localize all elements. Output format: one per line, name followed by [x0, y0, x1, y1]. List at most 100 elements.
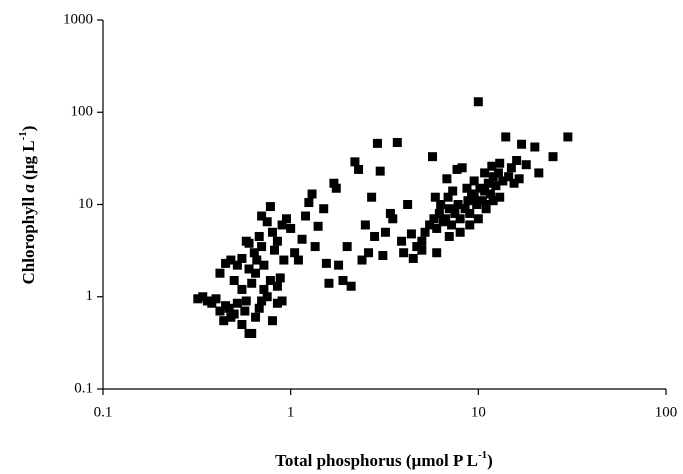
point	[469, 176, 479, 186]
point	[249, 248, 259, 258]
point	[473, 214, 483, 224]
point	[224, 303, 234, 313]
point	[491, 181, 501, 191]
point	[232, 260, 242, 270]
point	[262, 292, 272, 302]
point	[457, 163, 467, 173]
point	[455, 227, 465, 237]
x-tick-label: 100	[655, 404, 678, 420]
point	[272, 298, 282, 308]
point	[495, 158, 505, 168]
point	[346, 281, 356, 291]
y-title-mid: (µg L	[19, 140, 38, 184]
y-tick-label: 1000	[63, 11, 93, 27]
y-tick-label: 10	[78, 196, 93, 212]
point	[498, 176, 508, 186]
point	[229, 276, 239, 286]
x-title-text: Total phosphorus (µmol P L	[275, 451, 478, 470]
point	[219, 316, 229, 326]
point	[215, 268, 225, 278]
point	[432, 223, 442, 233]
point	[360, 220, 370, 230]
point	[251, 312, 261, 322]
point	[452, 164, 462, 174]
point	[521, 160, 531, 170]
point	[226, 312, 236, 322]
point	[501, 132, 511, 142]
point	[297, 234, 307, 244]
y-axis-title: Chlorophyll a (µg L-1)	[17, 126, 38, 285]
point	[512, 155, 522, 165]
point	[350, 157, 360, 167]
point	[252, 255, 262, 265]
point	[286, 223, 296, 233]
point	[257, 242, 267, 252]
point	[211, 294, 221, 304]
point	[430, 192, 440, 202]
point	[378, 250, 388, 260]
point	[313, 221, 323, 231]
point	[367, 192, 377, 202]
y-tick-label: 100	[71, 104, 94, 120]
point	[267, 227, 277, 237]
point	[444, 204, 454, 214]
point	[221, 258, 231, 268]
x-tick-label: 1	[287, 404, 295, 420]
point	[485, 189, 495, 199]
point	[338, 276, 348, 286]
point	[334, 260, 344, 270]
point	[432, 248, 442, 258]
y-title-sup: -1	[17, 131, 29, 140]
point	[215, 306, 225, 316]
point	[412, 242, 422, 252]
point	[265, 276, 275, 286]
point	[548, 152, 558, 162]
point	[237, 284, 247, 294]
point	[488, 196, 498, 206]
point	[397, 236, 407, 246]
y-title-pre: Chlorophyll	[19, 193, 38, 285]
point	[469, 192, 479, 202]
point	[441, 214, 451, 224]
point	[563, 132, 573, 142]
point	[272, 281, 282, 291]
point	[434, 208, 444, 218]
point	[259, 284, 269, 294]
point	[354, 164, 364, 174]
point	[453, 200, 463, 209]
point	[465, 208, 475, 218]
x-title-sup: -1	[478, 449, 487, 461]
point	[310, 242, 320, 252]
y-tick-label: 0.1	[74, 380, 93, 396]
point	[226, 255, 236, 265]
point	[406, 229, 416, 239]
y-tick-label: 1	[86, 288, 94, 304]
point	[372, 138, 382, 148]
point	[429, 214, 439, 224]
point	[251, 268, 261, 278]
point	[272, 236, 282, 246]
point	[417, 245, 427, 255]
point	[279, 255, 289, 265]
point	[483, 178, 493, 188]
point	[455, 214, 465, 224]
point	[388, 214, 398, 224]
point	[193, 294, 203, 304]
point	[444, 231, 454, 241]
point	[428, 152, 438, 162]
y-title-italic: a	[19, 184, 38, 193]
point	[237, 320, 247, 330]
point	[257, 211, 267, 221]
x-tick-label: 10	[471, 404, 486, 420]
point	[277, 296, 287, 306]
point	[448, 186, 458, 196]
point	[472, 200, 482, 209]
y-title-end: )	[19, 126, 38, 132]
point	[357, 255, 367, 265]
point	[275, 273, 285, 283]
point	[447, 220, 457, 230]
point	[473, 97, 483, 107]
point	[290, 248, 300, 258]
point	[534, 168, 544, 178]
